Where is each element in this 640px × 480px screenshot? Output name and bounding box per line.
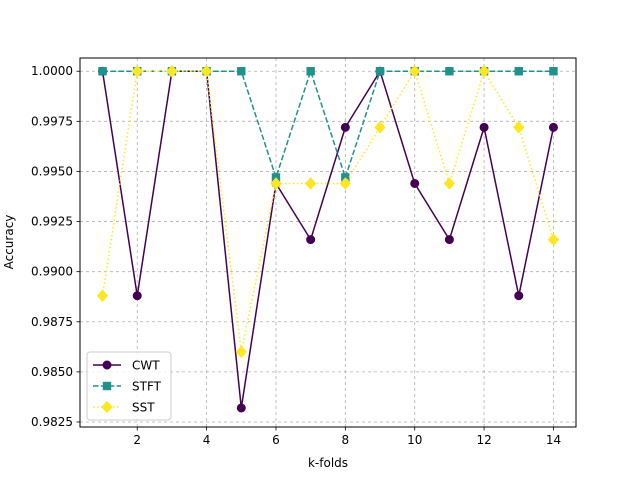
data-point-cwt [340,122,350,132]
x-axis-label: k-folds [308,456,348,470]
data-point-stft [514,67,523,76]
data-point-cwt [514,291,524,301]
x-tick-label: 6 [272,433,280,447]
x-tick-label: 8 [342,433,350,447]
data-point-sst [409,64,421,78]
legend-marker-sst [101,400,113,414]
legend-marker-cwt [102,360,112,370]
x-tick-label: 12 [476,433,491,447]
grid-layer [80,58,576,427]
x-tick-label: 4 [203,433,211,447]
y-tick-label: 0.9900 [31,265,73,279]
y-tick-label: 0.9975 [31,114,73,128]
data-point-stft [306,67,315,76]
data-point-cwt [548,122,558,132]
data-point-sst [96,289,109,302]
legend-label-sst: SST [132,401,155,415]
data-point-sst [270,177,282,190]
data-point-sst [131,64,143,78]
data-point-cwt [236,403,246,413]
data-point-stft [237,67,246,76]
data-point-sst [513,121,525,134]
data-point-stft [98,67,107,76]
series-stft [98,67,558,182]
data-point-cwt [479,122,489,132]
data-point-sst [235,345,247,359]
legend: CWT STFT SST [86,351,172,421]
series-line-sst [101,70,555,353]
y-tick-label: 1.0000 [31,64,73,78]
y-tick-label: 0.9950 [31,164,73,178]
x-tick-label: 14 [546,433,561,447]
plot-area-frame [79,57,577,428]
data-point-cwt [132,291,142,301]
data-point-sst [166,64,178,78]
data-point-cwt [410,178,420,188]
data-point-cwt [444,235,454,245]
data-point-sst [339,177,352,190]
data-point-stft [549,67,558,76]
data-point-sst [374,121,386,134]
x-tick-label: 2 [133,433,141,447]
data-point-sst [478,64,490,78]
y-tick-label: 0.9825 [31,415,73,429]
legend-label-cwt: CWT [132,359,160,373]
data-point-sst [304,177,317,190]
y-tick-label: 0.9925 [31,215,73,229]
ticks-layer: 2 4 6 8 10 12 14 0.9825 0.9850 0.9875 0.9900 0.9925… [31,64,561,447]
series-sst [96,64,560,359]
y-tick-label: 0.9850 [31,365,73,379]
legend-marker-stft [102,381,112,391]
data-point-sst [443,177,456,190]
data-point-sst [547,233,560,246]
series-line-stft [102,70,554,179]
y-axis-label: Accuracy [2,215,16,270]
series-layer [96,64,560,413]
x-tick-label: 10 [407,433,422,447]
y-tick-label: 0.9875 [31,315,73,329]
legend-label-stft: STFT [132,380,162,394]
data-point-stft [445,67,454,76]
data-point-cwt [306,235,316,245]
data-point-sst [200,64,213,78]
data-point-stft [375,67,385,76]
